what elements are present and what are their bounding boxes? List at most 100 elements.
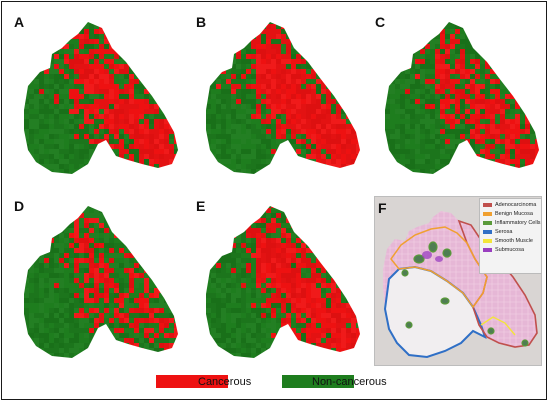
non-cancerous-tile: [19, 288, 24, 293]
non-cancerous-tile: [445, 164, 450, 169]
non-cancerous-tile: [356, 223, 360, 228]
cancerous-tile: [159, 288, 164, 293]
non-cancerous-tile: [109, 233, 114, 238]
non-cancerous-tile: [14, 308, 19, 313]
non-cancerous-tile: [29, 263, 34, 268]
non-cancerous-tile: [39, 278, 44, 283]
non-cancerous-tile: [139, 34, 144, 39]
cancerous-tile: [296, 119, 301, 124]
non-cancerous-tile: [226, 109, 231, 114]
cancerous-tile: [104, 273, 109, 278]
non-cancerous-tile: [109, 164, 114, 169]
non-cancerous-tile: [301, 29, 306, 34]
non-cancerous-tile: [246, 22, 251, 24]
non-cancerous-tile: [286, 154, 291, 159]
cancerous-tile: [119, 119, 124, 124]
non-cancerous-tile: [236, 24, 241, 29]
non-cancerous-tile: [34, 228, 39, 233]
non-cancerous-tile: [124, 134, 129, 139]
non-cancerous-tile: [485, 69, 490, 74]
non-cancerous-tile: [201, 248, 206, 253]
cancerous-tile: [306, 109, 311, 114]
cancerous-tile: [266, 99, 271, 104]
non-cancerous-tile: [64, 64, 69, 69]
cancerous-tile: [206, 24, 211, 29]
non-cancerous-tile: [306, 39, 311, 44]
non-cancerous-tile: [351, 29, 356, 34]
non-cancerous-tile: [420, 34, 425, 39]
non-cancerous-tile: [216, 164, 221, 169]
non-cancerous-tile: [39, 124, 44, 129]
non-cancerous-tile: [169, 14, 174, 19]
non-cancerous-tile: [49, 208, 54, 213]
non-cancerous-tile: [316, 14, 321, 19]
non-cancerous-tile: [69, 154, 74, 159]
non-cancerous-tile: [129, 14, 134, 19]
non-cancerous-tile: [236, 149, 241, 154]
non-cancerous-tile: [159, 208, 164, 213]
cancerous-tile: [144, 283, 149, 288]
cancerous-tile: [465, 139, 470, 144]
cancerous-tile: [460, 54, 465, 59]
non-cancerous-tile: [326, 238, 331, 243]
cancerous-tile: [124, 313, 129, 318]
cancerous-tile: [154, 139, 159, 144]
non-cancerous-tile: [14, 134, 19, 139]
cancerous-tile: [356, 164, 360, 169]
non-cancerous-tile: [169, 338, 174, 343]
non-cancerous-tile: [201, 119, 206, 124]
non-cancerous-tile: [271, 22, 276, 24]
non-cancerous-tile: [281, 144, 286, 149]
non-cancerous-tile: [39, 169, 44, 174]
cancerous-tile: [256, 218, 261, 223]
non-cancerous-tile: [129, 34, 134, 39]
non-cancerous-tile: [144, 233, 149, 238]
cancerous-tile: [174, 323, 178, 328]
non-cancerous-tile: [174, 363, 179, 368]
non-cancerous-tile: [385, 174, 390, 179]
non-cancerous-tile: [256, 99, 261, 104]
cancerous-tile: [104, 338, 109, 343]
non-cancerous-tile: [405, 79, 410, 84]
non-cancerous-tile: [445, 134, 450, 139]
non-cancerous-tile: [211, 14, 216, 19]
cancerous-tile: [455, 119, 460, 124]
cancerous-tile: [104, 283, 109, 288]
cancerous-tile: [99, 313, 104, 318]
non-cancerous-tile: [231, 49, 236, 54]
non-cancerous-tile: [361, 223, 366, 228]
non-cancerous-tile: [114, 323, 119, 328]
non-cancerous-tile: [425, 129, 430, 134]
non-cancerous-tile: [246, 134, 251, 139]
non-cancerous-tile: [94, 94, 99, 99]
cancerous-tile: [336, 139, 341, 144]
cancerous-tile: [470, 84, 475, 89]
non-cancerous-tile: [445, 169, 450, 174]
cancerous-tile: [74, 99, 79, 104]
non-cancerous-tile: [341, 198, 346, 203]
non-cancerous-tile: [24, 218, 29, 223]
non-cancerous-tile: [109, 69, 114, 74]
non-cancerous-tile: [149, 323, 154, 328]
non-cancerous-tile: [336, 89, 341, 94]
cancerous-tile: [179, 144, 184, 149]
cancerous-tile: [256, 233, 261, 238]
non-cancerous-tile: [89, 233, 94, 238]
cancerous-tile: [69, 109, 74, 114]
non-cancerous-tile: [331, 198, 336, 203]
non-cancerous-tile: [24, 258, 29, 263]
non-cancerous-tile: [174, 29, 178, 34]
non-cancerous-tile: [311, 228, 316, 233]
non-cancerous-tile: [435, 29, 440, 34]
non-cancerous-tile: [226, 248, 231, 253]
non-cancerous-tile: [435, 114, 440, 119]
non-cancerous-tile: [475, 149, 480, 154]
non-cancerous-tile: [520, 99, 525, 104]
non-cancerous-tile: [336, 44, 341, 49]
cancerous-tile: [164, 124, 169, 129]
cancerous-tile: [475, 74, 480, 79]
non-cancerous-tile: [34, 333, 39, 338]
cancerous-tile: [99, 318, 104, 323]
non-cancerous-tile: [241, 129, 246, 134]
non-cancerous-tile: [94, 343, 99, 348]
